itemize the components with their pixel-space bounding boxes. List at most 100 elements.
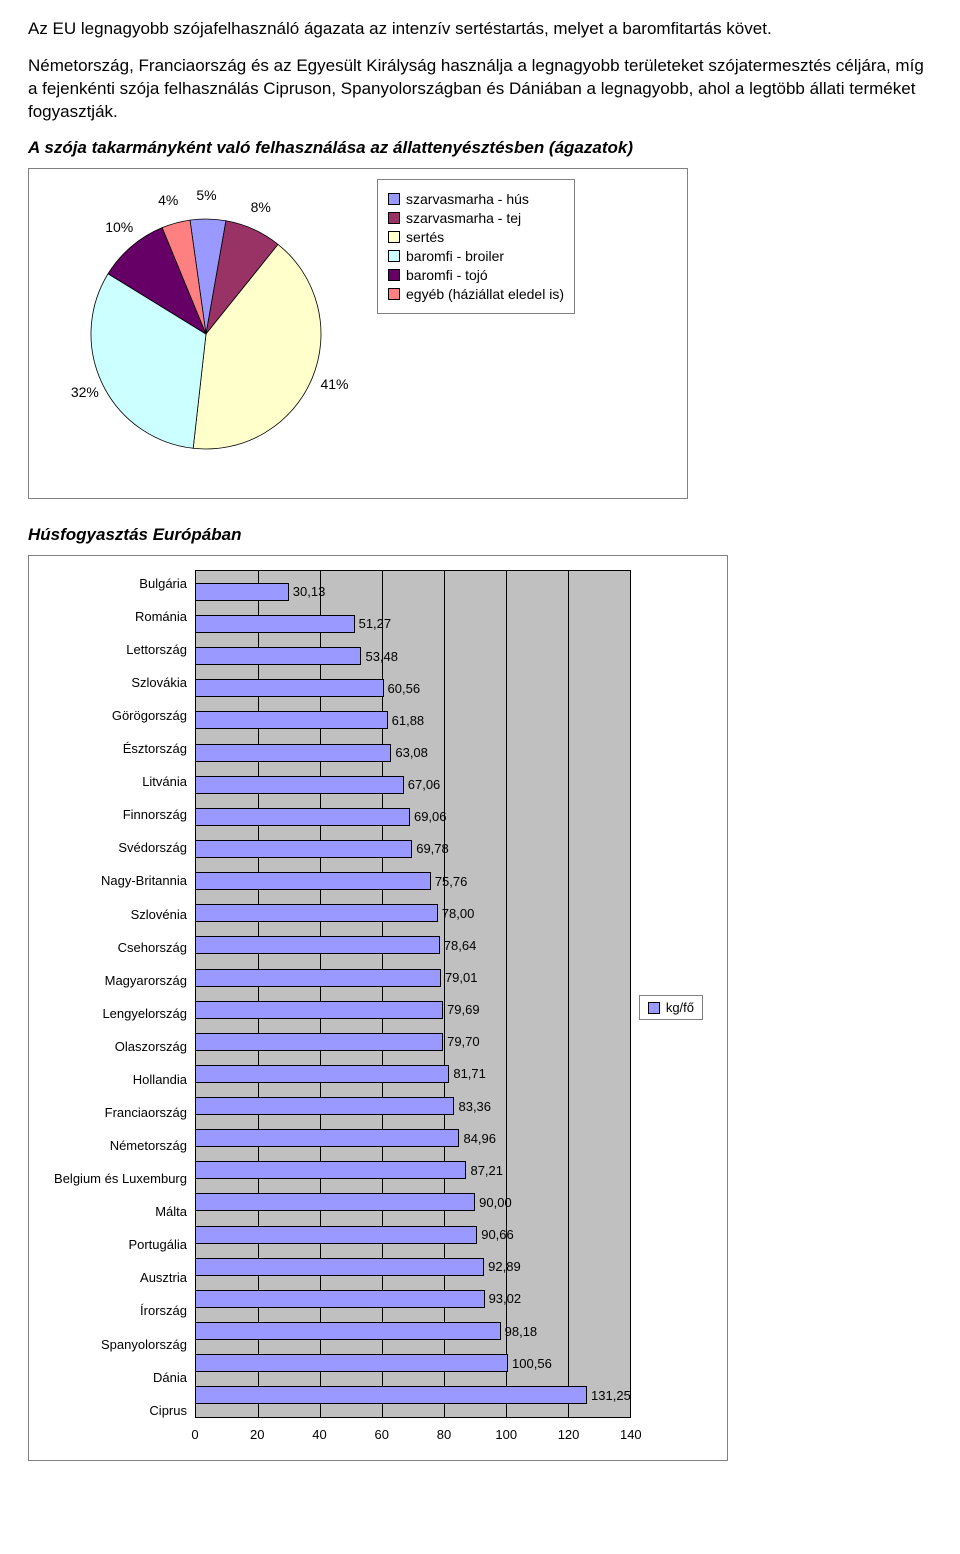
bar-y-label: Nagy-Britannia (101, 873, 187, 888)
bar-value-label: 30,13 (293, 584, 326, 599)
bar-chart-title: Húsfogyasztás Európában (28, 525, 932, 545)
bar-row: 84,96 (195, 1127, 631, 1149)
bar-value-label: 87,21 (470, 1163, 503, 1178)
bar-value-label: 60,56 (388, 681, 421, 696)
bar-y-label: Szlovénia (131, 907, 187, 922)
bar-value-label: 81,71 (453, 1066, 486, 1081)
bar-row: 79,69 (195, 999, 631, 1021)
bar-value-label: 83,36 (458, 1099, 491, 1114)
bar-value-label: 79,01 (445, 970, 478, 985)
pie-legend-swatch (388, 193, 400, 205)
bar-y-label: Dánia (153, 1370, 187, 1385)
bar-row: 75,76 (195, 870, 631, 892)
bar-legend-swatch (648, 1002, 660, 1014)
bar-row: 30,13 (195, 581, 631, 603)
bar-rect (195, 1226, 477, 1244)
bar-rect (195, 840, 412, 858)
bar-rect (195, 1193, 475, 1211)
pie-legend-label: egyéb (háziállat eledel is) (406, 286, 564, 302)
pie-legend-label: szarvasmarha - hús (406, 191, 529, 207)
bar-value-label: 92,89 (488, 1259, 521, 1274)
bar-y-label: Románia (135, 609, 187, 624)
intro-paragraph-2: Németország, Franciaország és az Egyesül… (28, 55, 932, 124)
bar-chart-box: BulgáriaRomániaLettországSzlovákiaGörögo… (28, 555, 728, 1461)
pie-legend-swatch (388, 288, 400, 300)
bar-rect (195, 744, 391, 762)
bar-row: 79,01 (195, 967, 631, 989)
bar-y-label: Belgium és Luxemburg (54, 1171, 187, 1186)
bar-row: 67,06 (195, 774, 631, 796)
bar-y-label: Magyarország (105, 973, 187, 988)
bar-row: 69,06 (195, 806, 631, 828)
pie-legend-item: sertés (388, 229, 564, 245)
bar-row: 100,56 (195, 1352, 631, 1374)
bar-rect (195, 872, 431, 890)
bar-rect (195, 969, 441, 987)
bar-row: 61,88 (195, 709, 631, 731)
bar-rect (195, 1001, 443, 1019)
bar-row: 90,66 (195, 1224, 631, 1246)
bar-row: 81,71 (195, 1063, 631, 1085)
bar-y-label: Finnország (123, 807, 187, 822)
bar-x-tick: 80 (437, 1427, 451, 1442)
bar-y-label: Litvánia (142, 774, 187, 789)
bar-row: 90,00 (195, 1191, 631, 1213)
bar-x-tick: 40 (312, 1427, 326, 1442)
bar-row: 83,36 (195, 1095, 631, 1117)
pie-legend-swatch (388, 231, 400, 243)
bar-rect (195, 1354, 508, 1372)
bar-y-label: Portugália (128, 1237, 187, 1252)
bar-y-labels: BulgáriaRomániaLettországSzlovákiaGörögo… (41, 570, 187, 1446)
bar-value-label: 69,78 (416, 841, 449, 856)
bar-rect (195, 679, 384, 697)
pie-legend-label: baromfi - broiler (406, 248, 504, 264)
bar-value-label: 61,88 (392, 713, 425, 728)
bar-x-tick: 120 (558, 1427, 580, 1442)
bar-value-label: 100,56 (512, 1356, 552, 1371)
bar-x-tick: 20 (250, 1427, 264, 1442)
bar-rect (195, 583, 289, 601)
bar-y-label: Észtország (123, 741, 187, 756)
bar-y-label: Franciaország (105, 1105, 187, 1120)
pie-legend-label: sertés (406, 229, 444, 245)
bar-value-label: 78,00 (442, 906, 475, 921)
bar-value-label: 98,18 (505, 1324, 538, 1339)
pie-chart-title: A szója takarmányként való felhasználása… (28, 138, 932, 158)
bar-x-tick: 100 (495, 1427, 517, 1442)
bar-value-label: 53,48 (365, 649, 398, 664)
bar-x-tick: 140 (620, 1427, 642, 1442)
bar-rect (195, 1129, 459, 1147)
bar-row: 93,02 (195, 1288, 631, 1310)
bar-y-label: Spanyolország (101, 1337, 187, 1352)
bar-rect (195, 647, 361, 665)
bar-rect (195, 1033, 443, 1051)
bar-y-label: Szlovákia (131, 675, 187, 690)
pie-legend-item: szarvasmarha - hús (388, 191, 564, 207)
pie-slice-label: 41% (320, 376, 348, 392)
pie-legend-item: egyéb (háziállat eledel is) (388, 286, 564, 302)
pie-slice-label: 10% (105, 219, 133, 235)
pie-legend-label: szarvasmarha - tej (406, 210, 521, 226)
bar-row: 78,00 (195, 902, 631, 924)
bar-row: 69,78 (195, 838, 631, 860)
bar-rect (195, 936, 440, 954)
bar-value-label: 63,08 (395, 745, 428, 760)
pie-chart: 5%8%41%32%10%4% (41, 179, 371, 484)
bar-x-tick: 60 (375, 1427, 389, 1442)
bar-row: 87,21 (195, 1159, 631, 1181)
pie-legend-label: baromfi - tojó (406, 267, 488, 283)
bar-rect (195, 711, 388, 729)
bar-row: 98,18 (195, 1320, 631, 1342)
intro-paragraph-1: Az EU legnagyobb szójafelhasználó ágazat… (28, 18, 932, 41)
bar-y-label: Ciprus (149, 1403, 187, 1418)
bar-y-label: Görögország (112, 708, 187, 723)
bar-rect (195, 615, 355, 633)
bar-rect (195, 1161, 466, 1179)
bar-value-label: 79,70 (447, 1034, 480, 1049)
bar-legend-label: kg/fő (666, 1000, 694, 1015)
bar-row: 92,89 (195, 1256, 631, 1278)
bar-rect (195, 1322, 501, 1340)
bar-rect (195, 1290, 485, 1308)
bar-y-label: Ausztria (140, 1270, 187, 1285)
bar-legend: kg/fő (639, 995, 703, 1020)
